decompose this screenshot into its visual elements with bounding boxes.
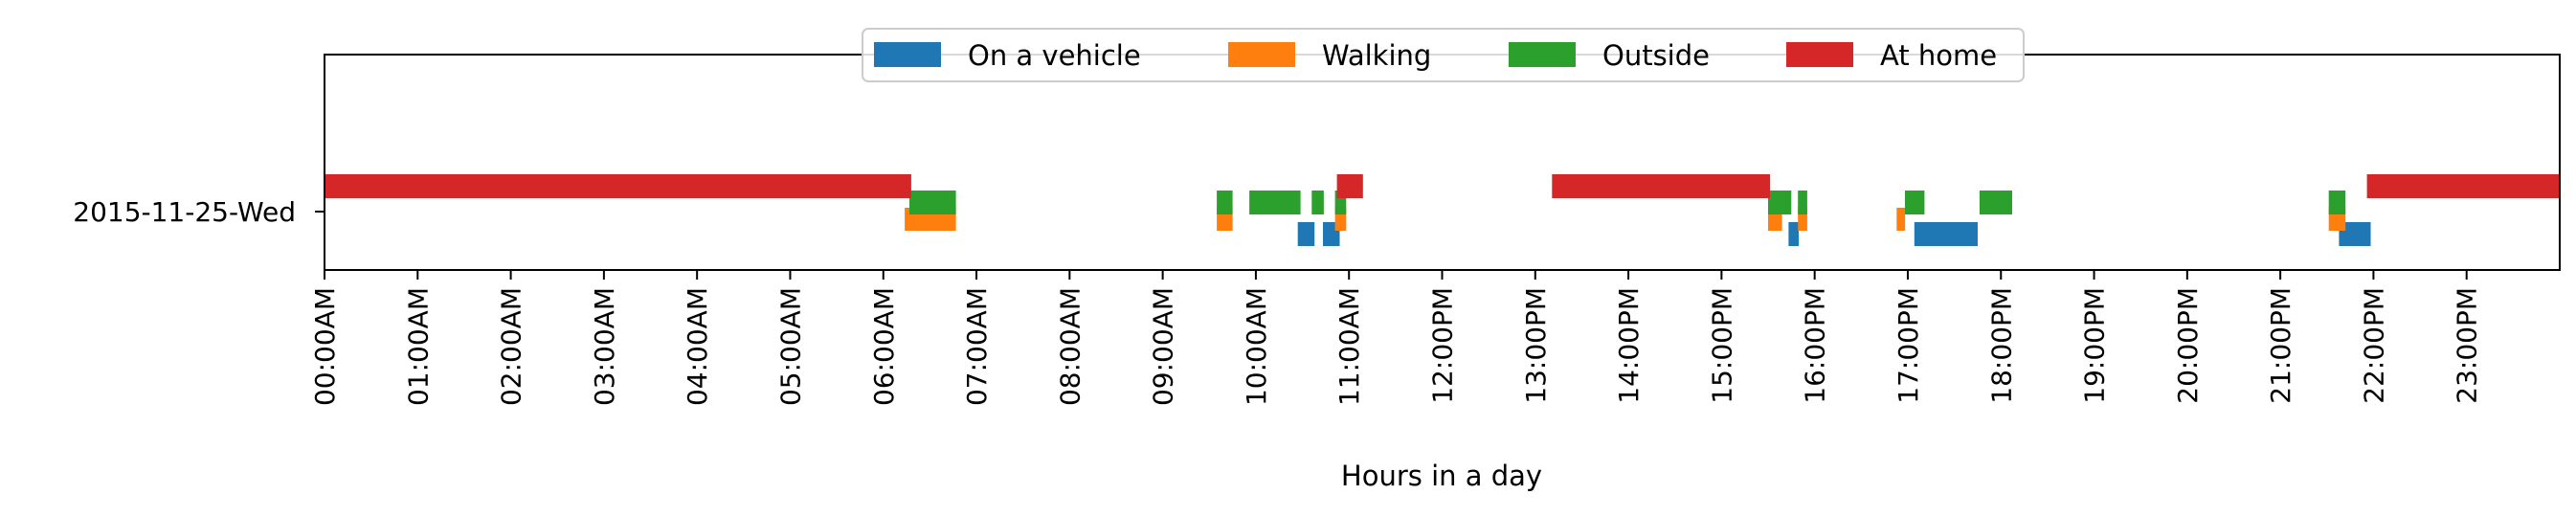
bar-walking-4 bbox=[1798, 208, 1807, 231]
bar-outside-9 bbox=[2328, 191, 2346, 214]
x-tick-label: 19:00PM bbox=[2079, 287, 2111, 404]
x-tick-label: 03:00AM bbox=[589, 287, 620, 406]
bar-at-home-0 bbox=[325, 174, 911, 198]
legend-label: At home bbox=[1880, 39, 1997, 72]
bar-outside-1 bbox=[1217, 191, 1233, 214]
y-axis: 2015-11-25-Wed bbox=[73, 196, 325, 228]
series-outside bbox=[909, 191, 2346, 214]
series-at-home bbox=[325, 174, 2560, 198]
bar-outside-4 bbox=[1334, 191, 1347, 214]
x-tick-label: 05:00AM bbox=[774, 287, 806, 406]
bars-layer bbox=[325, 174, 2560, 246]
x-tick-label: 00:00AM bbox=[309, 287, 341, 406]
legend-swatch bbox=[1509, 42, 1576, 67]
x-tick-label: 13:00PM bbox=[1520, 287, 1552, 404]
x-tick-label: 22:00PM bbox=[2358, 287, 2389, 404]
bar-at-home-1 bbox=[1336, 174, 1363, 198]
bar-on-a-vehicle-2 bbox=[1788, 222, 1800, 246]
x-tick-label: 12:00PM bbox=[1427, 287, 1459, 404]
x-tick-label: 11:00AM bbox=[1333, 287, 1365, 406]
bar-on-a-vehicle-3 bbox=[1914, 222, 1978, 246]
x-tick-label: 04:00AM bbox=[682, 287, 713, 406]
x-tick-label: 16:00PM bbox=[1800, 287, 1831, 404]
bar-outside-8 bbox=[1979, 191, 2012, 214]
plot-area-frame bbox=[324, 54, 2561, 271]
x-tick-label: 08:00AM bbox=[1054, 287, 1086, 406]
bar-outside-0 bbox=[909, 191, 956, 214]
bar-on-a-vehicle-0 bbox=[1297, 222, 1315, 246]
x-tick-label: 21:00PM bbox=[2265, 287, 2296, 404]
bar-outside-2 bbox=[1249, 191, 1301, 214]
x-tick-label: 06:00AM bbox=[868, 287, 900, 406]
bar-at-home-2 bbox=[1552, 174, 1770, 198]
x-tick-label: 20:00PM bbox=[2172, 287, 2204, 404]
legend-swatch bbox=[874, 42, 941, 67]
legend-swatch bbox=[1228, 42, 1295, 67]
legend-label: On a vehicle bbox=[968, 39, 1141, 72]
x-tick-label: 07:00AM bbox=[961, 287, 993, 406]
legend-label: Outside bbox=[1602, 39, 1710, 72]
bar-walking-2 bbox=[1334, 208, 1347, 231]
x-tick-label: 23:00PM bbox=[2452, 287, 2483, 404]
x-tick-label: 14:00PM bbox=[1613, 287, 1645, 404]
x-tick-label: 02:00AM bbox=[496, 287, 527, 406]
bar-at-home-3 bbox=[2366, 174, 2560, 198]
legend: On a vehicle Walking Outside At home bbox=[862, 28, 2025, 82]
x-tick-label: 09:00AM bbox=[1148, 287, 1179, 406]
bar-outside-5 bbox=[1768, 191, 1792, 214]
x-tick-label: 18:00PM bbox=[1985, 287, 2017, 404]
x-tick-label: 10:00AM bbox=[1241, 287, 1272, 406]
bar-walking-5 bbox=[1896, 208, 1906, 231]
x-axis-title: Hours in a day bbox=[1341, 460, 1542, 492]
series-on-a-vehicle bbox=[1297, 222, 2371, 246]
y-category-label: 2015-11-25-Wed bbox=[73, 196, 296, 228]
x-axis: 00:00AM 01:00AM 02:00AM 03:00AM 04:00AM 05:00… bbox=[309, 270, 2483, 406]
legend-box bbox=[862, 28, 2025, 82]
x-tick-label: 17:00PM bbox=[1893, 287, 1924, 404]
bar-outside-3 bbox=[1311, 191, 1324, 214]
legend-label: Walking bbox=[1322, 39, 1431, 72]
legend-swatch bbox=[1786, 42, 1853, 67]
bar-outside-7 bbox=[1905, 191, 1925, 214]
x-tick-label: 01:00AM bbox=[402, 287, 434, 406]
series-walking bbox=[905, 208, 2346, 231]
x-tick-label: 15:00PM bbox=[1706, 287, 1737, 404]
bar-outside-6 bbox=[1798, 191, 1807, 214]
